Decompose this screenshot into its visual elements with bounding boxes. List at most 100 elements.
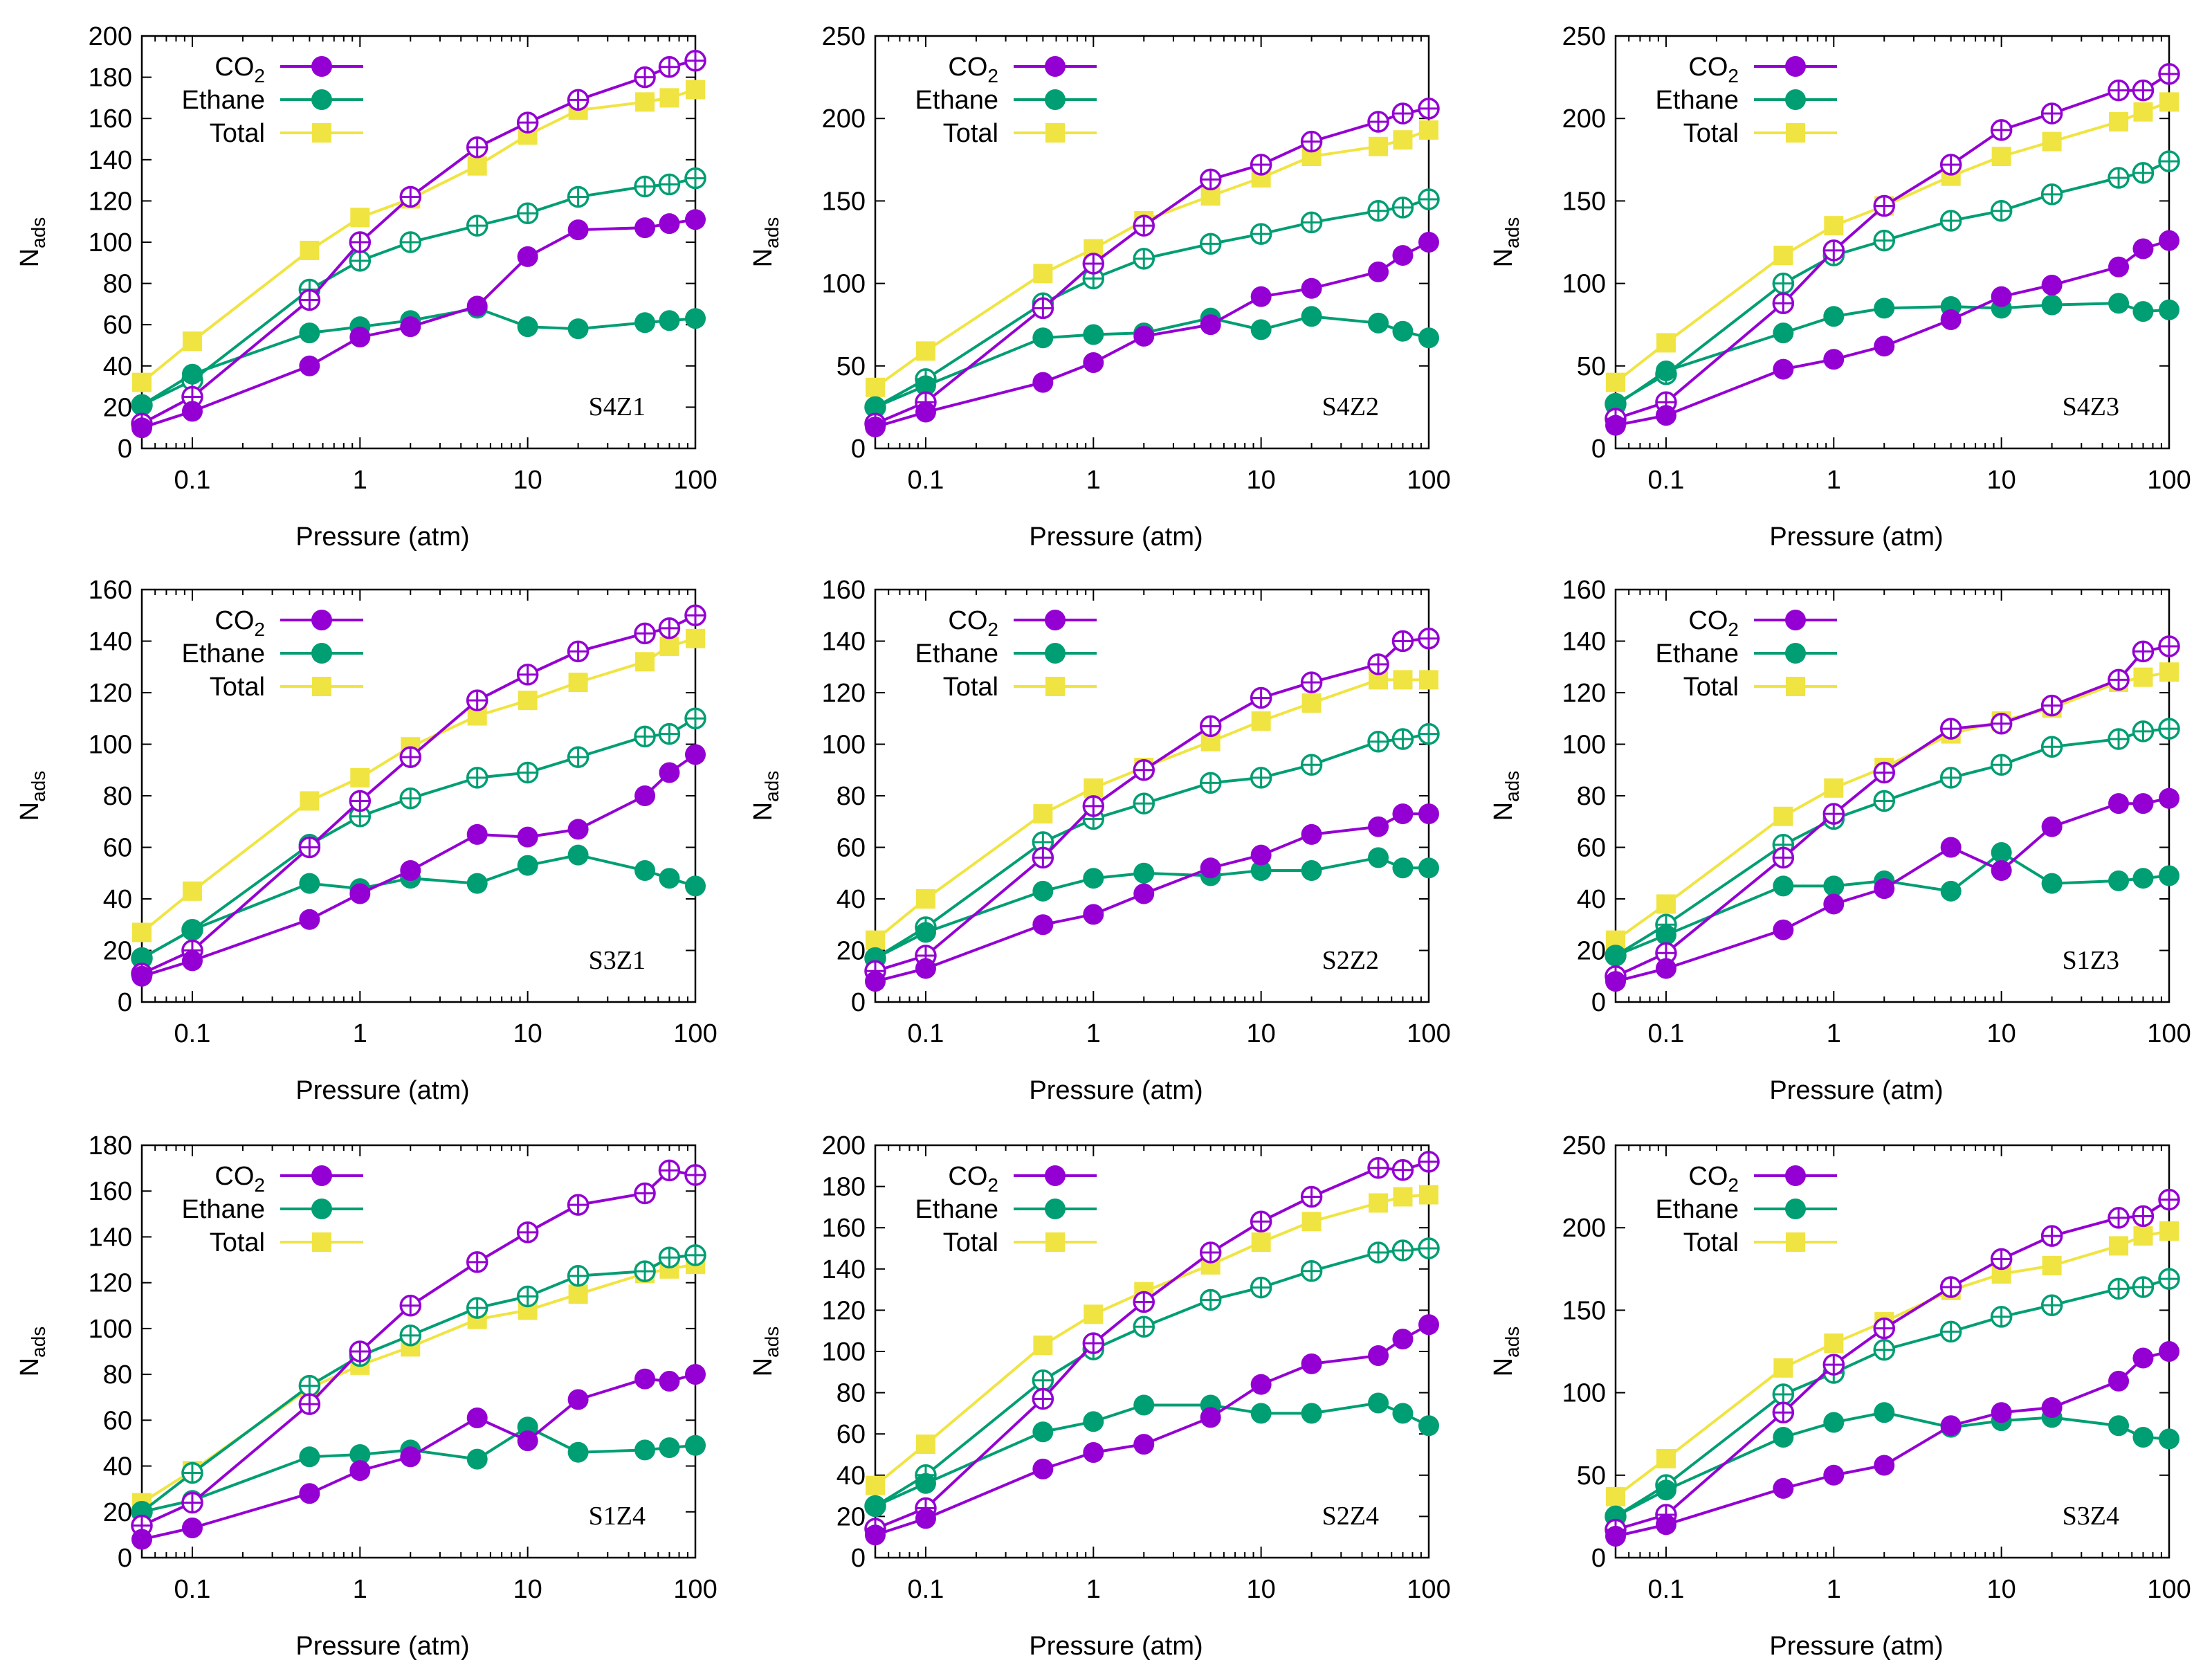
data-point-filled xyxy=(634,217,656,239)
y-tick-label: 20 xyxy=(1577,937,1606,966)
data-point-filled xyxy=(1032,372,1054,393)
data-point-filled xyxy=(181,919,203,940)
legend-label-total: Total xyxy=(943,119,998,148)
data-point-filled xyxy=(865,1524,886,1546)
y-tick-label: 150 xyxy=(822,187,866,216)
data-point-square xyxy=(350,767,370,787)
legend-label-co2: CO2 xyxy=(214,53,265,86)
data-point-square xyxy=(1033,264,1053,284)
data-point-filled xyxy=(634,785,656,806)
data-point-filled xyxy=(181,401,203,422)
data-point-filled xyxy=(349,1460,371,1482)
data-point-filled xyxy=(2132,868,2154,889)
y-tick-label: 140 xyxy=(89,628,132,657)
y-tick-label: 180 xyxy=(89,1131,132,1160)
data-point-filled xyxy=(915,1508,936,1529)
data-point-square xyxy=(1656,894,1676,914)
y-tick-label: 20 xyxy=(837,937,866,966)
data-point-filled xyxy=(634,1368,656,1390)
data-point-filled xyxy=(1083,904,1104,925)
data-point-square xyxy=(1656,333,1676,353)
data-point-square xyxy=(866,930,885,950)
data-point-filled xyxy=(1083,352,1104,374)
series-co2-open- xyxy=(1605,1188,2180,1541)
x-tick-label: 100 xyxy=(2147,466,2191,495)
data-point-filled xyxy=(1823,1412,1845,1433)
legend-label-ethane: Ethane xyxy=(915,86,998,115)
data-point-filled xyxy=(2159,787,2179,809)
y-axis-label: Nads xyxy=(15,217,49,268)
x-tick-label: 0.1 xyxy=(908,1019,944,1048)
y-tick-label: 200 xyxy=(89,22,132,51)
data-point-filled xyxy=(2132,238,2154,259)
data-point-filled xyxy=(634,1439,656,1461)
x-tick-label: 0.1 xyxy=(174,1575,211,1604)
y-tick-label: 160 xyxy=(822,576,866,605)
legend-label-total: Total xyxy=(943,1228,998,1257)
legend-label-co2: CO2 xyxy=(948,1162,998,1196)
data-point-filled xyxy=(2159,1428,2179,1450)
y-tick-label: 150 xyxy=(1562,1296,1606,1325)
y-tick-label: 160 xyxy=(1562,576,1606,605)
legend-label-total: Total xyxy=(1683,673,1739,702)
y-tick-label: 40 xyxy=(837,885,866,914)
x-tick-label: 1 xyxy=(1086,1575,1101,1604)
data-point-filled xyxy=(1301,1353,1322,1374)
data-point-filled xyxy=(131,394,152,416)
y-axis-label: Nads xyxy=(1489,771,1523,821)
legend-marker-total xyxy=(1045,1232,1065,1252)
data-point-filled xyxy=(567,318,589,340)
x-axis-label: Pressure (atm) xyxy=(1029,1632,1203,1661)
data-point-filled xyxy=(1991,860,2012,882)
panel-s1z4: 0 20 40 60 80 100 120 140 160 180 0.1 1 10 100 Pressur… xyxy=(15,1131,717,1661)
legend-label-total: Total xyxy=(210,1228,265,1257)
legend-marker-ethane xyxy=(1785,89,1806,110)
data-point-filled xyxy=(1133,883,1155,904)
data-point-filled xyxy=(1991,841,2012,863)
data-point-filled xyxy=(1605,1526,1626,1547)
data-point-filled xyxy=(1200,857,1221,879)
panel-s4z2: 0 50 100 150 200 250 0.1 1 10 100 Pressure (atm) Na… xyxy=(749,22,1451,552)
data-point-square xyxy=(1251,1232,1271,1253)
legend-marker-total xyxy=(1786,677,1805,696)
data-point-filled xyxy=(131,417,152,439)
data-point-square xyxy=(1251,711,1271,731)
data-point-filled xyxy=(349,327,371,348)
y-axis-label: Nads xyxy=(1489,217,1523,268)
data-point-filled xyxy=(1940,880,1962,902)
plot-frame xyxy=(140,1144,697,1559)
data-point-square xyxy=(1369,136,1389,156)
data-point-filled xyxy=(2108,793,2130,814)
x-tick-label: 1 xyxy=(353,466,367,495)
data-point-filled xyxy=(1083,868,1104,889)
series-ethane-filled- xyxy=(1605,841,2179,966)
data-point-filled xyxy=(659,1437,680,1459)
data-point-filled xyxy=(2132,1426,2154,1448)
x-tick-label: 100 xyxy=(2147,1019,2191,1048)
data-point-filled xyxy=(299,909,320,930)
data-point-filled xyxy=(1655,1479,1676,1501)
x-tick-label: 1 xyxy=(353,1575,367,1604)
y-tick-label: 160 xyxy=(89,1177,132,1206)
data-point-filled xyxy=(299,873,320,894)
legend-marker-ethane xyxy=(311,1199,332,1219)
data-point-filled xyxy=(1655,924,1676,946)
y-tick-label: 60 xyxy=(837,834,866,863)
data-point-square xyxy=(2133,102,2153,122)
panel-title: S4Z3 xyxy=(2063,392,2119,421)
data-point-filled xyxy=(1418,232,1439,253)
data-point-filled xyxy=(1301,860,1322,882)
data-point-filled xyxy=(1418,327,1439,349)
x-tick-label: 1 xyxy=(1827,466,1841,495)
data-point-filled xyxy=(1032,914,1054,936)
data-point-filled xyxy=(1773,1477,1794,1499)
x-tick-label: 1 xyxy=(353,1019,367,1048)
panel-title: S4Z1 xyxy=(589,392,646,421)
data-point-filled xyxy=(1032,1458,1054,1479)
data-point-filled xyxy=(1392,803,1414,825)
legend-marker-ethane xyxy=(1785,643,1806,664)
y-tick-label: 40 xyxy=(103,1452,132,1482)
legend-label-total: Total xyxy=(1683,1228,1739,1257)
panel-title: S3Z1 xyxy=(589,946,646,975)
